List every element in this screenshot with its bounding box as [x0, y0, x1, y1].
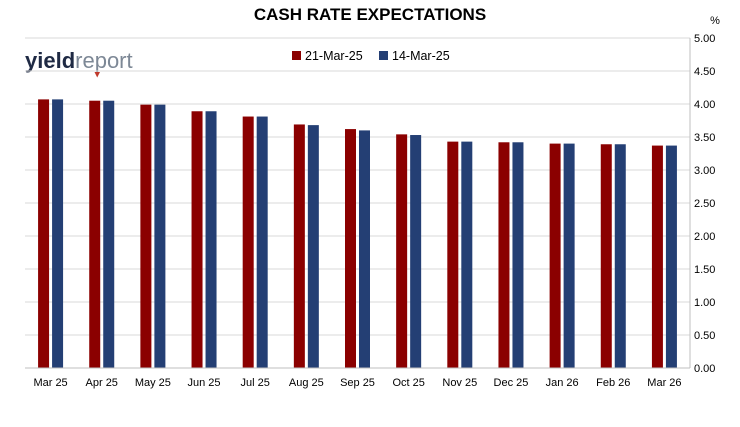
x-tick-label: Aug 25: [289, 377, 324, 389]
y-tick-label: 0.00: [694, 363, 715, 375]
bar-series-2: [256, 116, 268, 368]
bar-series-2: [103, 100, 115, 368]
bar-series-2: [665, 145, 677, 368]
x-tick-label: Nov 25: [442, 377, 477, 389]
legend-swatch-series-1: [292, 51, 301, 60]
bar-series-1: [498, 142, 510, 368]
bar-series-2: [614, 144, 626, 368]
chart-title: CASH RATE EXPECTATIONS: [254, 5, 486, 24]
bar-series-1: [140, 104, 152, 368]
y-tick-label: 1.00: [694, 297, 715, 309]
bar-series-1: [396, 134, 408, 368]
logo-part-report: report: [75, 48, 132, 73]
bar-series-2: [563, 143, 575, 368]
bar-series-2: [205, 111, 217, 368]
bars: [38, 99, 677, 369]
logo-wordmark: yieldreport: [25, 48, 133, 73]
y-axis-unit: %: [710, 15, 720, 27]
x-tick-label: Mar 26: [647, 377, 681, 389]
bar-series-2: [461, 141, 473, 368]
bar-series-2: [154, 104, 166, 368]
bar-series-1: [242, 116, 254, 368]
bar-series-1: [447, 141, 459, 368]
bar-series-2: [52, 99, 64, 368]
bar-series-1: [191, 111, 203, 368]
x-tick-label: Jun 25: [188, 377, 221, 389]
bar-series-1: [651, 145, 663, 368]
y-tick-label: 3.50: [694, 132, 715, 144]
x-tick-label: Oct 25: [392, 377, 424, 389]
y-tick-label: 2.00: [694, 231, 715, 243]
y-tick-labels: 0.00 0.50 1.00 1.50 2.00 2.50 3.00 3.50 4.00 4.50…: [694, 33, 715, 375]
y-tick-label: 3.00: [694, 165, 715, 177]
x-tick-label: Jan 26: [546, 377, 579, 389]
logo: yieldreport: [25, 48, 133, 78]
logo-arrow-icon: [94, 72, 100, 78]
bar-series-1: [549, 143, 561, 368]
bar-series-1: [89, 100, 101, 368]
y-tick-label: 4.00: [694, 99, 715, 111]
x-tick-label: Dec 25: [494, 377, 529, 389]
gridlines: [25, 37, 690, 336]
y-tick-label: 4.50: [694, 66, 715, 78]
x-tick-label: May 25: [135, 377, 171, 389]
x-tick-label: Jul 25: [241, 377, 270, 389]
legend: 21-Mar-25 14-Mar-25: [292, 49, 450, 63]
legend-swatch-series-2: [379, 51, 388, 60]
x-tick-label: Apr 25: [86, 377, 118, 389]
y-tick-label: 0.50: [694, 330, 715, 342]
axes: [25, 38, 691, 369]
y-tick-label: 1.50: [694, 264, 715, 276]
logo-part-yield: yield: [25, 48, 75, 73]
y-tick-label: 5.00: [694, 33, 715, 45]
bar-series-2: [410, 135, 422, 368]
bar-series-2: [359, 130, 370, 368]
legend-label-series-2: 14-Mar-25: [392, 49, 450, 63]
x-tick-labels: Mar 25 Apr 25 May 25 Jun 25 Jul 25 Aug 25 Sep …: [33, 377, 681, 389]
bar-series-2: [512, 142, 524, 368]
y-tick-label: 2.50: [694, 198, 715, 210]
x-tick-label: Feb 26: [596, 377, 630, 389]
legend-label-series-1: 21-Mar-25: [305, 49, 363, 63]
x-tick-label: Sep 25: [340, 377, 375, 389]
bar-series-1: [38, 99, 50, 368]
x-tick-label: Mar 25: [33, 377, 67, 389]
bar-series-1: [600, 144, 612, 368]
bar-series-1: [293, 124, 305, 369]
bar-series-2: [307, 125, 319, 369]
bar-series-1: [345, 129, 356, 368]
